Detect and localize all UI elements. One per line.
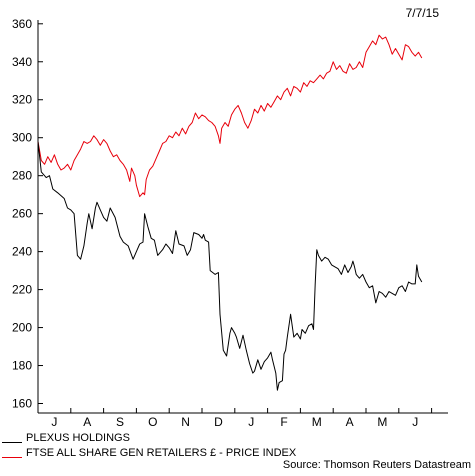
- x-tick-label: A: [83, 415, 91, 429]
- legend-item-ftse: FTSE ALL SHARE GEN RETAILERS £ - PRICE I…: [0, 445, 475, 460]
- date-stamp: 7/7/15: [405, 6, 439, 20]
- x-tick-label: S: [116, 415, 124, 429]
- legend-swatch-plexus: [2, 442, 22, 443]
- y-tick-label: 180: [12, 359, 32, 373]
- legend: PLEXUS HOLDINGS FTSE ALL SHARE GEN RETAI…: [0, 430, 475, 460]
- y-tick-label: 260: [12, 207, 32, 221]
- series-line-plexus: [37, 141, 423, 391]
- x-tick-label: O: [148, 415, 157, 429]
- x-tick-label: D: [214, 415, 223, 429]
- y-tick-label: 240: [12, 245, 32, 259]
- source-note: Source: Thomson Reuters Datastream: [282, 459, 471, 471]
- x-tick-label: J: [412, 415, 418, 429]
- x-tick-label: N: [181, 415, 190, 429]
- line-chart: 160 180 200 220 240 260 280 300 320 340 360 J A S O N D…: [12, 17, 448, 429]
- x-tick-label: M: [377, 415, 387, 429]
- y-tick-label: 360: [12, 17, 32, 31]
- series-layer: [37, 34, 423, 391]
- legend-item-plexus: PLEXUS HOLDINGS: [0, 430, 475, 445]
- x-tick-label: J: [248, 415, 254, 429]
- y-tick-label: 280: [12, 169, 32, 183]
- y-tick-label: 340: [12, 55, 32, 69]
- y-tick-label: 300: [12, 131, 32, 145]
- y-axis: 160 180 200 220 240 260 280 300 320 340 360: [12, 17, 43, 411]
- series-line-ftse: [37, 34, 423, 198]
- y-tick-label: 320: [12, 93, 32, 107]
- legend-swatch-ftse: [2, 457, 22, 458]
- legend-label-ftse: FTSE ALL SHARE GEN RETAILERS £ - PRICE I…: [26, 447, 297, 459]
- plot-frame: [37, 20, 448, 414]
- legend-label-plexus: PLEXUS HOLDINGS: [26, 432, 130, 444]
- y-tick-label: 160: [12, 397, 32, 411]
- x-tick-label: J: [51, 415, 57, 429]
- y-tick-label: 200: [12, 321, 32, 335]
- x-tick-label: M: [312, 415, 322, 429]
- x-tick-label: A: [346, 415, 354, 429]
- y-tick-label: 220: [12, 283, 32, 297]
- x-tick-label: F: [280, 415, 287, 429]
